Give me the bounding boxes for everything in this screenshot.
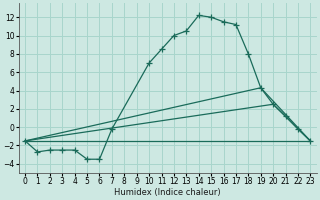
X-axis label: Humidex (Indice chaleur): Humidex (Indice chaleur) <box>114 188 221 197</box>
